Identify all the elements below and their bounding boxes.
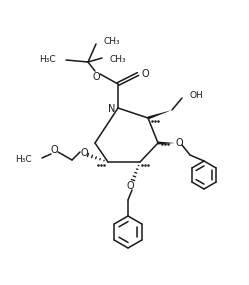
Text: O: O: [141, 69, 149, 79]
Text: H₃C: H₃C: [39, 56, 56, 64]
Polygon shape: [158, 141, 175, 144]
Text: N: N: [108, 104, 116, 114]
Text: OH: OH: [190, 91, 204, 101]
Text: O: O: [80, 148, 88, 158]
Text: O: O: [92, 72, 100, 82]
Text: H₃C: H₃C: [15, 156, 32, 164]
Text: O: O: [126, 181, 134, 191]
Polygon shape: [147, 110, 172, 119]
Text: O: O: [175, 138, 183, 148]
Text: CH₃: CH₃: [103, 36, 120, 46]
Text: CH₃: CH₃: [110, 56, 127, 64]
Text: O: O: [50, 145, 58, 155]
